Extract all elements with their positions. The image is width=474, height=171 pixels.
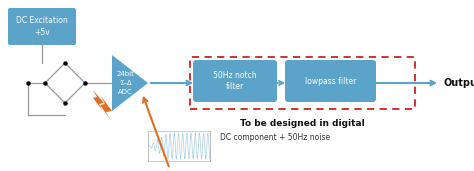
FancyBboxPatch shape — [193, 60, 277, 102]
FancyBboxPatch shape — [285, 60, 376, 102]
Text: To be designed in digital: To be designed in digital — [240, 119, 365, 128]
Text: lowpass filter: lowpass filter — [305, 76, 356, 86]
Text: Output: Output — [444, 78, 474, 88]
Polygon shape — [112, 55, 148, 111]
Text: DC Excitation
+5v: DC Excitation +5v — [16, 16, 68, 37]
Text: 24bit
Σ–Δ
ADC: 24bit Σ–Δ ADC — [117, 71, 135, 95]
FancyBboxPatch shape — [8, 8, 76, 45]
Polygon shape — [100, 96, 112, 119]
Polygon shape — [93, 90, 104, 111]
Bar — [190, 57, 415, 109]
Text: 50Hz notch
filter: 50Hz notch filter — [213, 71, 257, 91]
Text: DC component + 50Hz noise: DC component + 50Hz noise — [220, 134, 330, 142]
